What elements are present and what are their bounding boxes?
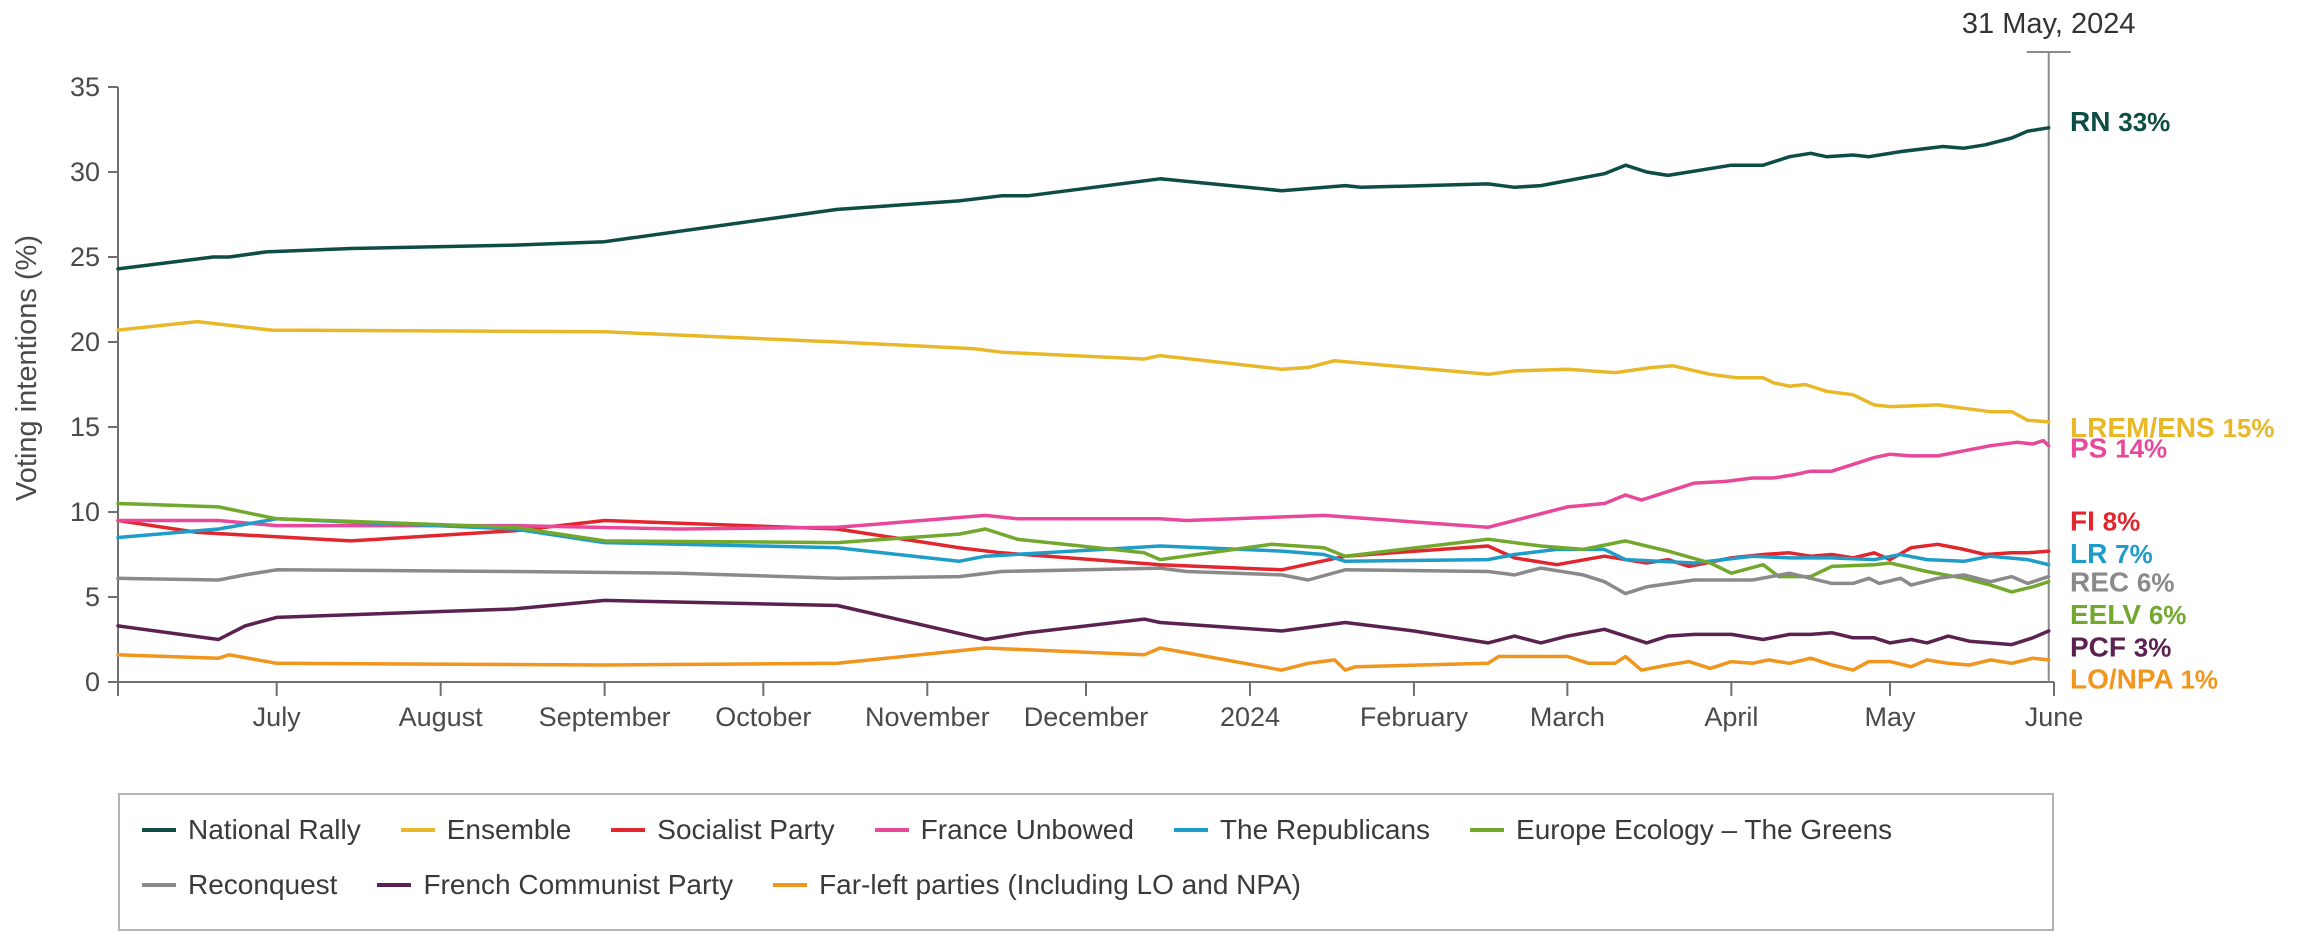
end-label-pcf: PCF 3%	[2070, 631, 2171, 662]
y-tick-label: 5	[85, 582, 100, 612]
series-line-rec	[116, 566, 2051, 596]
y-tick-label: 10	[70, 497, 100, 527]
legend-item: The Republicans	[1173, 813, 1431, 847]
legend-swatch	[773, 883, 808, 887]
legend-label: France Unbowed	[920, 814, 1134, 845]
x-tick-label: September	[539, 702, 671, 732]
legend-item: France Unbowed	[874, 813, 1134, 847]
legend-swatch	[874, 828, 909, 832]
series-line-pcf	[116, 598, 2051, 647]
end-label-fi: FI 8%	[2070, 506, 2140, 537]
y-tick-label: 15	[70, 412, 100, 442]
legend-item: Far-left parties (Including LO and NPA)	[773, 868, 1301, 902]
x-axis: July August September October November Decemb…	[117, 681, 2084, 732]
y-axis-title: Voting intentions (%)	[11, 235, 43, 501]
y-tick-label: 35	[70, 72, 100, 102]
y-tick-label: 30	[70, 157, 100, 187]
legend-swatch	[142, 883, 176, 887]
x-tick-label: 2024	[1220, 702, 1280, 732]
y-tick-label: 20	[70, 327, 100, 357]
legend-label: French Communist Party	[423, 869, 734, 900]
legend-swatch	[611, 828, 646, 832]
y-tick-label: 0	[85, 667, 100, 697]
end-label-eelv: EELV 6%	[2070, 599, 2186, 630]
series-line-lr	[116, 517, 2051, 567]
legend-swatch	[1173, 828, 1208, 832]
y-tick-label: 25	[70, 242, 100, 272]
legend-label: The Republicans	[1219, 814, 1431, 845]
date-marker: 31 May, 2024	[1962, 8, 2136, 682]
end-label-lo-npa: LO/NPA 1%	[2070, 664, 2218, 695]
y-axis: 0 5 10 15 20 25 30 35	[70, 72, 119, 697]
end-label-rn: RN 33%	[2070, 106, 2170, 137]
legend-item: Reconquest	[142, 868, 337, 902]
legend-item: Socialist Party	[611, 813, 835, 847]
series-line-eelv	[116, 501, 2051, 594]
legend-item: National Rally	[142, 813, 361, 847]
legend-item: Europe Ecology – The Greens	[1470, 813, 1892, 847]
end-label-ps: PS 14%	[2070, 432, 2167, 463]
legend-label: Reconquest	[188, 869, 338, 900]
legend-item: Ensemble	[400, 813, 572, 847]
legend-swatch	[1470, 828, 1505, 832]
x-tick-label: June	[2025, 702, 2084, 732]
end-label-rec: REC 6%	[2070, 567, 2174, 598]
legend-label: National Rally	[188, 814, 361, 845]
end-label-lrem-ens: LREM/ENS 15%	[2070, 412, 2275, 443]
end-label-lr: LR 7%	[2070, 538, 2153, 569]
series-line-rn	[116, 126, 2051, 271]
x-tick-label: October	[715, 702, 811, 732]
legend-swatch	[142, 828, 176, 832]
x-tick-label: May	[1865, 702, 1917, 732]
line-chart: 0 5 10 15 20 25 30 35 July August September Octobe…	[11, 8, 2275, 732]
legend-label: Socialist Party	[657, 814, 835, 845]
end-labels: RN 33% LREM/ENS 15%PS 14% FI 8%LR 7%REC 6%…	[2070, 106, 2275, 695]
series-lines	[116, 126, 2051, 672]
marker-label: 31 May, 2024	[1962, 8, 2136, 40]
legend-label: Europe Ecology – The Greens	[1516, 814, 1893, 845]
series-line-lrem-ens	[116, 319, 2051, 424]
x-tick-label: August	[399, 702, 484, 732]
x-tick-label: March	[1530, 702, 1605, 732]
x-tick-label: July	[253, 702, 302, 732]
series-line-ps	[116, 438, 2051, 531]
series-line-fi	[116, 518, 2051, 572]
legend-swatch	[400, 828, 435, 832]
x-tick-label: February	[1360, 702, 1469, 732]
series-line-lo-npa	[116, 646, 2051, 672]
legend-label: Ensemble	[446, 814, 572, 845]
legend-swatch	[377, 883, 412, 887]
x-tick-label: April	[1704, 702, 1758, 732]
x-tick-label: December	[1024, 702, 1149, 732]
legend-label: Far-left parties (Including LO and NPA)	[819, 869, 1301, 900]
legend-item: French Communist Party	[377, 868, 733, 902]
x-tick-label: November	[865, 702, 990, 732]
legend: National Rally Ensemble Socialist Party Fra…	[118, 793, 2054, 931]
